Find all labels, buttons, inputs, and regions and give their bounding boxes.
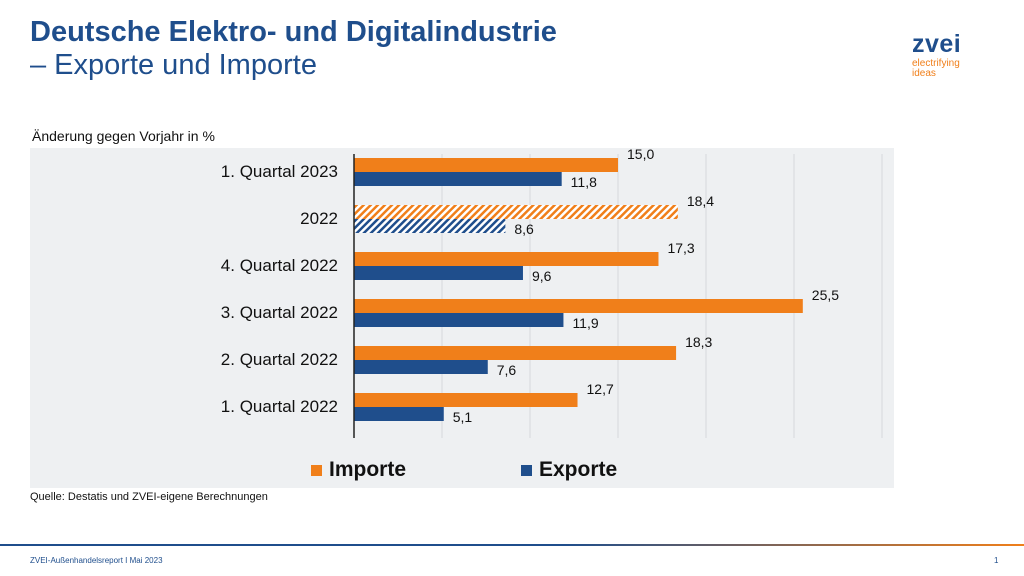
category-label: 2. Quartal 2022 — [221, 350, 338, 369]
footer-divider — [0, 544, 1024, 546]
category-label: 3. Quartal 2022 — [221, 303, 338, 322]
data-label: 7,6 — [497, 362, 517, 378]
category-label: 1. Quartal 2022 — [221, 397, 338, 416]
source-note: Quelle: Destatis und ZVEI-eigene Berechn… — [30, 491, 268, 503]
bar-exporte — [354, 266, 523, 280]
category-label: 4. Quartal 2022 — [221, 256, 338, 275]
footer-report-name: ZVEI-Außenhandelsreport I Mai 2023 — [30, 556, 163, 565]
data-label: 15,0 — [627, 148, 654, 162]
data-label: 12,7 — [587, 381, 614, 397]
bar-importe — [354, 252, 659, 266]
data-label: 11,8 — [571, 174, 597, 190]
bar-exporte — [354, 219, 506, 233]
bar-exporte — [354, 407, 444, 421]
data-label: 18,4 — [687, 193, 714, 209]
data-label: 18,3 — [685, 334, 712, 350]
bar-importe — [354, 158, 618, 172]
data-label: 9,6 — [532, 268, 552, 284]
data-label: 17,3 — [667, 240, 694, 256]
legend-swatch-exporte — [521, 464, 532, 476]
bar-importe — [354, 346, 677, 360]
bar-exporte — [354, 172, 562, 186]
chart-subtitle: Änderung gegen Vorjahr in % — [32, 128, 215, 144]
legend-item-importe: Importe — [311, 458, 406, 482]
data-label: 25,5 — [812, 287, 839, 303]
legend-label-exporte: Exporte — [539, 458, 618, 481]
bar-importe — [354, 393, 578, 407]
data-label: 8,6 — [514, 221, 534, 237]
bar-importe — [354, 299, 803, 313]
bar-exporte — [354, 313, 564, 327]
zvei-logo: zvei electrifying ideas — [912, 32, 1002, 79]
legend-swatch-importe — [311, 464, 322, 476]
logo-wordmark: zvei — [912, 30, 962, 58]
title-line-1: Deutsche Elektro- und Digitalindustrie — [30, 16, 557, 48]
bar-chart: 1. Quartal 2023 15,0 11,8 2022 18,4 8,6 4. Qua… — [221, 148, 883, 438]
chart-area: 1. Quartal 2023 15,0 11,8 2022 18,4 8,6 4. Qua… — [30, 148, 894, 488]
data-label: 5,1 — [453, 409, 473, 425]
data-label: 11,9 — [572, 315, 598, 331]
category-label: 1. Quartal 2023 — [221, 162, 338, 181]
page-title: Deutsche Elektro- und Digitalindustrie –… — [30, 16, 557, 83]
page-number: 1 — [994, 556, 999, 565]
legend-label-importe: Importe — [329, 458, 407, 481]
legend-item-exporte: Exporte — [521, 458, 617, 482]
logo-tagline: electrifying ideas — [912, 58, 960, 79]
bar-importe — [354, 205, 678, 219]
bar-exporte — [354, 360, 488, 374]
title-line-2: – Exporte und Importe — [30, 49, 317, 82]
category-label: 2022 — [300, 209, 338, 228]
